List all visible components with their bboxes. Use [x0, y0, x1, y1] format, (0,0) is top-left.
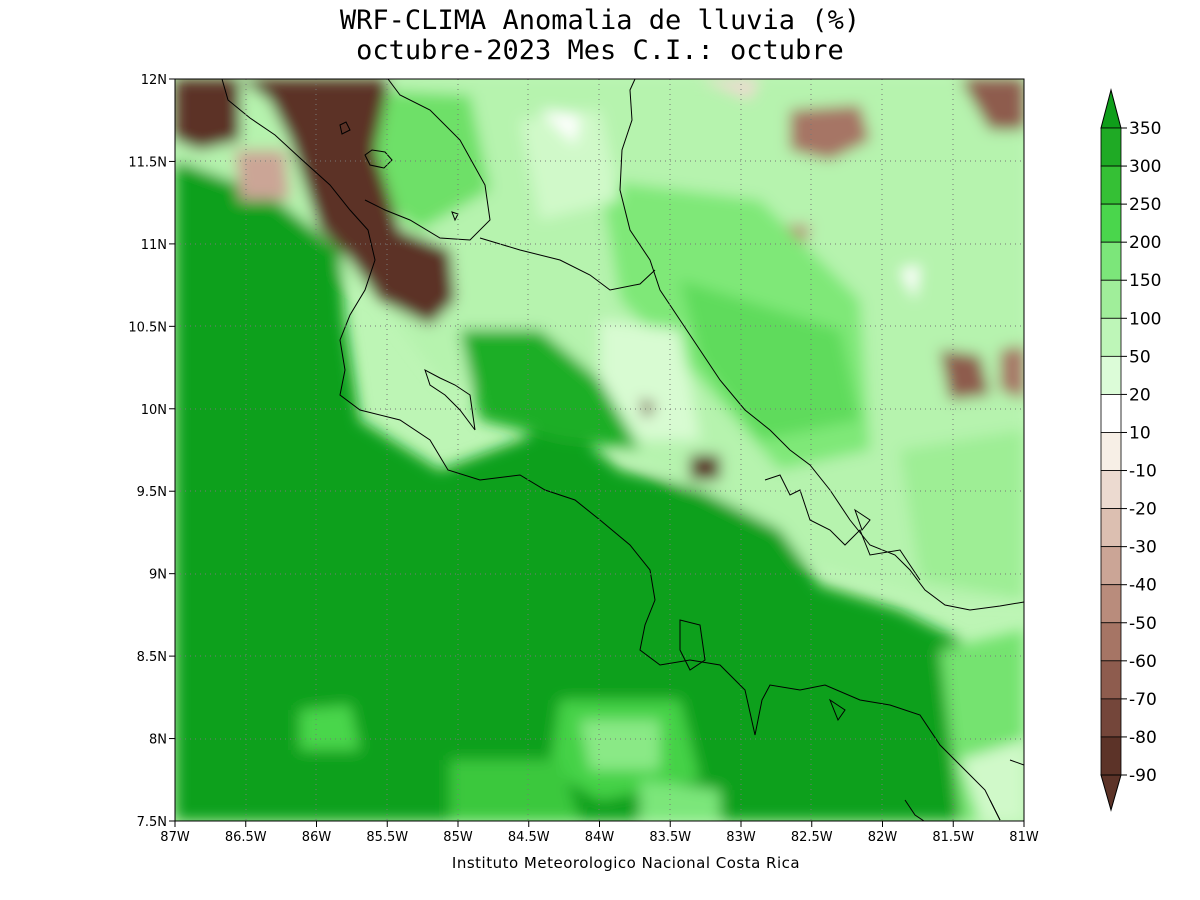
colorbar-label: 250: [1129, 195, 1161, 215]
colorbar-label: 150: [1129, 271, 1161, 291]
colorbar-label: -20: [1129, 500, 1157, 520]
colorbar-swatch: [1100, 660, 1122, 700]
colorbar-swatch: [1100, 698, 1122, 738]
x-axis: 87W 86.5W 86W 85.5W 85W 84.5W 84W 83.5W 83W 82.5W…: [160, 821, 1039, 845]
colorbar-label: 100: [1129, 309, 1161, 329]
colorbar-swatch: [1100, 470, 1122, 509]
credit-text: Instituto Meteorologico Nacional Costa R…: [451, 854, 801, 872]
colorbar-label: -60: [1129, 652, 1157, 672]
y-tick-label: 11N: [141, 238, 167, 253]
y-tick-label: 9N: [149, 568, 167, 583]
x-tick-label: 83W: [726, 830, 756, 845]
x-tick-label: 85.5W: [366, 830, 408, 845]
colorbar-label: 20: [1129, 385, 1151, 405]
x-tick-label: 83.5W: [649, 830, 691, 845]
y-tick-label: 12N: [141, 73, 167, 88]
y-tick-label: 11.5N: [128, 155, 167, 170]
colorbar-label: -10: [1129, 462, 1157, 482]
colorbar-swatch: [1100, 394, 1122, 433]
y-tick-label: 10N: [141, 403, 167, 418]
y-tick-label: 9.5N: [137, 485, 167, 500]
colorbar-label: 50: [1129, 347, 1151, 367]
y-tick-label: 8N: [149, 733, 167, 748]
colorbar-label: -30: [1129, 538, 1157, 558]
colorbar-legend: 350 300 250 200 150 100 50 20 10 -10 -20 -30 -40 -50 -…: [1100, 88, 1161, 812]
colorbar-label: 300: [1129, 157, 1161, 177]
colorbar-label: -40: [1129, 576, 1157, 596]
colorbar-swatch: [1100, 355, 1122, 395]
colorbar-label: -50: [1129, 614, 1157, 634]
y-axis: 12N 11.5N 11N 10.5N 10N 9.5N 9N 8.5N 8N 7.5N: [128, 73, 175, 830]
x-tick-label: 81.5W: [932, 830, 974, 845]
colorbar-swatch: [1100, 622, 1122, 662]
colorbar-swatch: [1100, 203, 1122, 243]
y-tick-label: 10.5N: [128, 320, 167, 335]
colorbar-swatch: [1100, 317, 1122, 357]
x-tick-label: 85W: [443, 830, 473, 845]
colorbar-swatch: [1100, 279, 1122, 319]
x-tick-label: 86W: [302, 830, 332, 845]
colorbar-max-arrow: [1100, 88, 1122, 129]
colorbar-label: 200: [1129, 233, 1161, 253]
colorbar-label: -90: [1129, 766, 1157, 786]
x-tick-label: 84.5W: [508, 830, 550, 845]
x-tick-label: 86.5W: [225, 830, 267, 845]
colorbar-min-arrow: [1100, 774, 1122, 812]
y-tick-label: 8.5N: [137, 650, 167, 665]
map-title-line1: WRF-CLIMA Anomalia de lluvia (%): [339, 5, 861, 36]
colorbar-swatch: [1100, 508, 1122, 548]
x-tick-label: 87W: [160, 830, 190, 845]
colorbar-swatch: [1100, 546, 1122, 586]
colorbar-swatch: [1100, 432, 1122, 471]
colorbar-swatch: [1100, 241, 1122, 281]
colorbar-swatch: [1100, 127, 1122, 167]
map-title-line2: octubre-2023 Mes C.I.: octubre: [356, 35, 844, 66]
colorbar-label: 10: [1129, 423, 1151, 443]
x-tick-label: 82.5W: [791, 830, 833, 845]
colorbar-label: -70: [1129, 690, 1157, 710]
colorbar-label: -80: [1129, 728, 1157, 748]
colorbar-label: 350: [1129, 119, 1161, 139]
grid-lines: [175, 79, 1024, 821]
y-tick-label: 7.5N: [137, 815, 167, 830]
x-tick-label: 84W: [585, 830, 615, 845]
x-tick-label: 81W: [1009, 830, 1039, 845]
colorbar-swatch: [1100, 736, 1122, 776]
colorbar-swatch: [1100, 584, 1122, 624]
colorbar-swatch: [1100, 165, 1122, 205]
coastline-borders: [221, 79, 1024, 821]
x-tick-label: 82W: [868, 830, 898, 845]
anomaly-field: [175, 79, 1024, 821]
